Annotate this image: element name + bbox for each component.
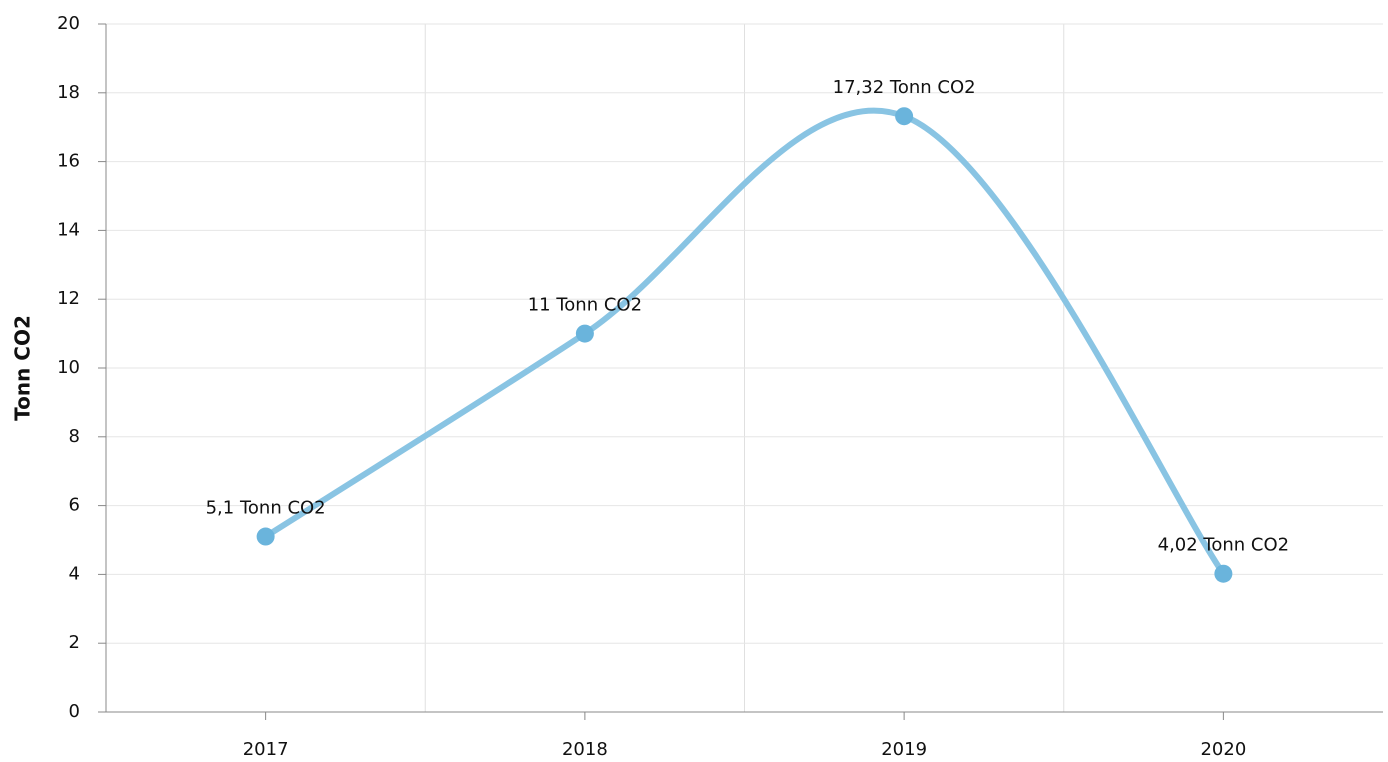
y-tick-label: 10 xyxy=(57,357,80,378)
y-tick-label: 14 xyxy=(57,219,80,240)
x-tick-label: 2018 xyxy=(562,739,608,760)
y-tick-label: 4 xyxy=(69,563,80,584)
x-tick-label: 2020 xyxy=(1200,739,1246,760)
y-tick-label: 12 xyxy=(57,288,80,309)
y-axis-title: Tonn CO2 xyxy=(11,315,35,421)
value-label: 5,1 Tonn CO2 xyxy=(206,498,326,519)
x-tick-label: 2019 xyxy=(881,739,927,760)
value-label: 4,02 Tonn CO2 xyxy=(1158,535,1289,556)
point xyxy=(256,527,275,546)
y-tick-label: 8 xyxy=(69,426,80,447)
line xyxy=(262,107,1227,577)
point xyxy=(895,107,914,126)
y-tick-label: 16 xyxy=(57,151,80,172)
y-tick-label: 18 xyxy=(57,82,80,103)
y-tick-label: 0 xyxy=(69,701,80,722)
point xyxy=(575,324,594,343)
y-tick-label: 2 xyxy=(69,632,80,653)
x-tick-label: 2017 xyxy=(243,739,289,760)
y-tick-label: 6 xyxy=(69,495,80,516)
value-label: 17,32 Tonn CO2 xyxy=(833,77,976,98)
y-tick-label: 20 xyxy=(57,13,80,34)
value-label: 11 Tonn CO2 xyxy=(528,295,642,316)
point xyxy=(1214,564,1233,583)
